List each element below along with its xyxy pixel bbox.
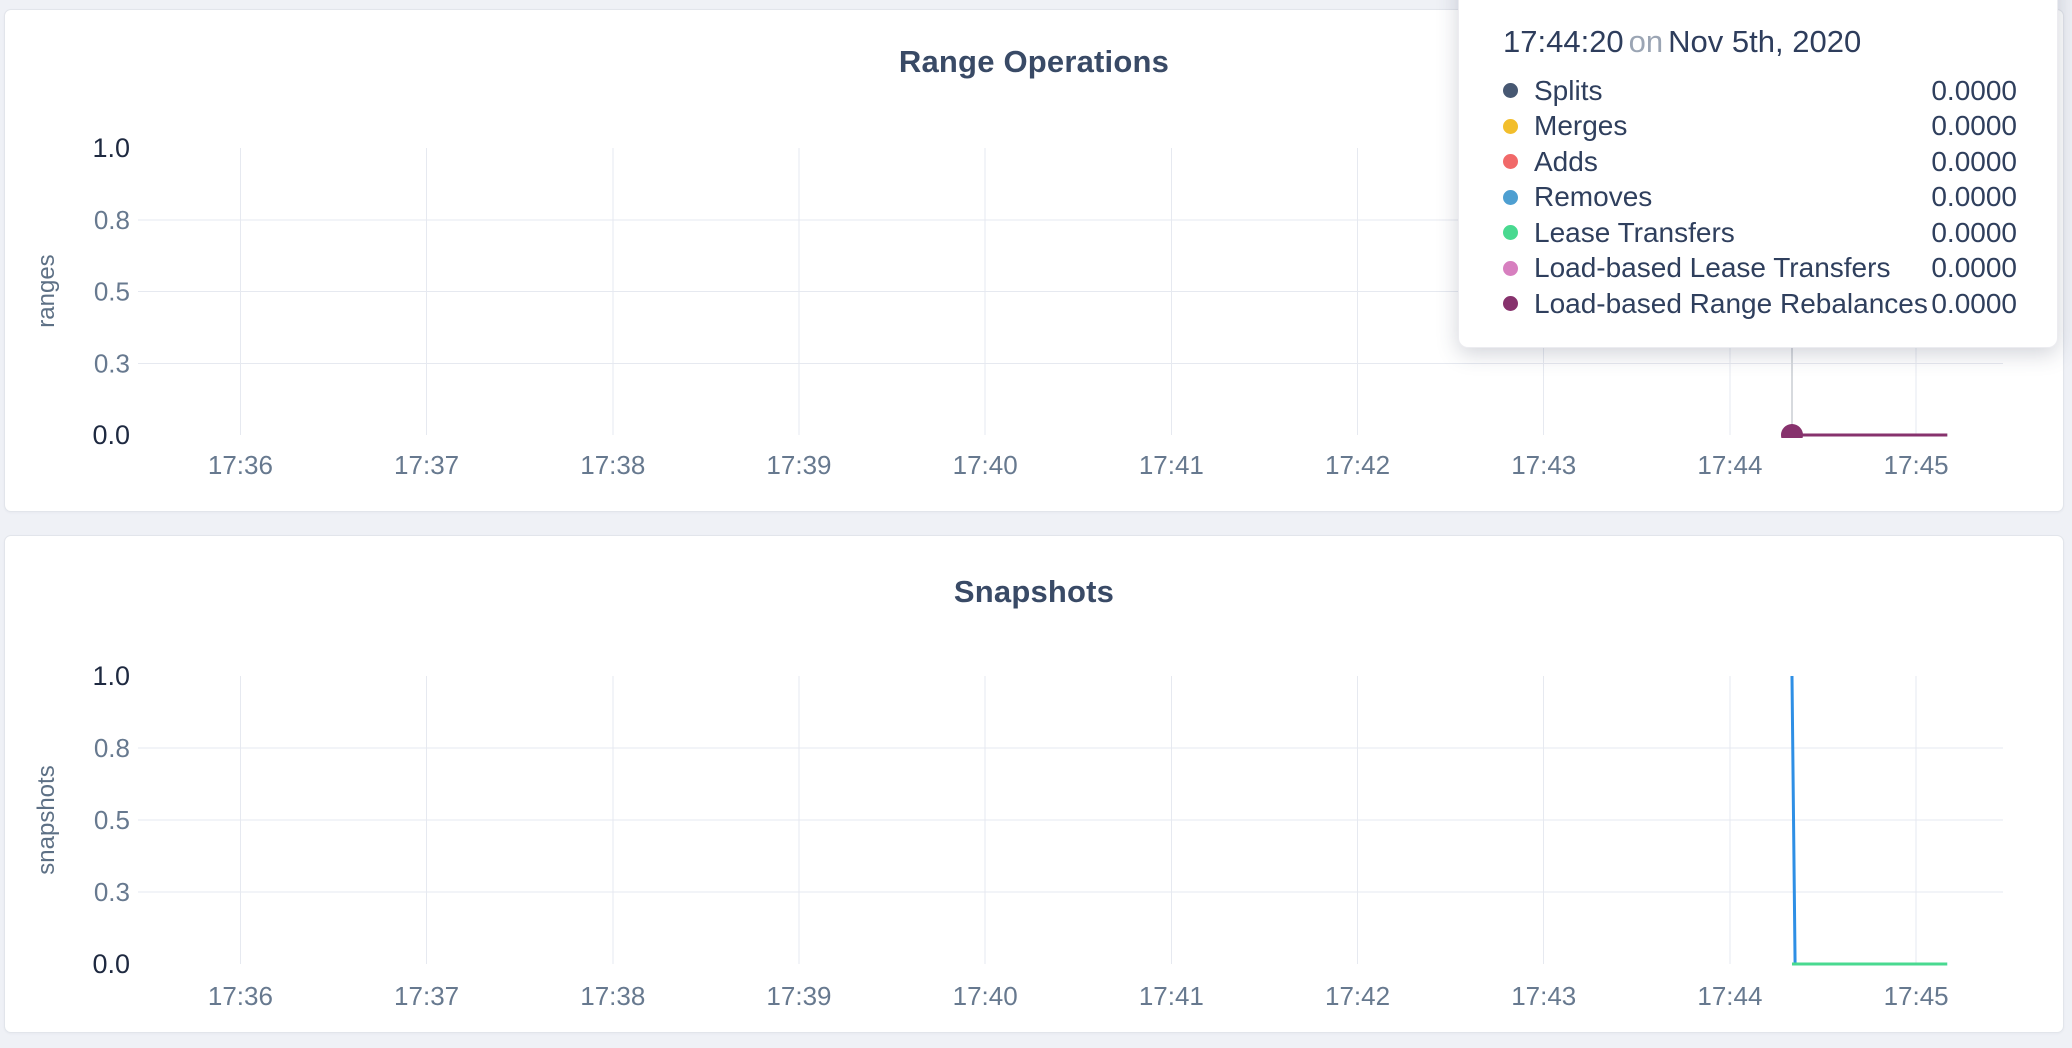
x-tick-label: 17:38 [580, 981, 645, 1011]
y-tick-label: 0.8 [94, 205, 130, 235]
series-value: 0.0000 [1931, 216, 2017, 248]
x-tick-label: 17:44 [1697, 450, 1762, 480]
tooltip-series-row: Adds 0.0000 [1503, 144, 2017, 180]
y-tick-label: 0.5 [94, 277, 130, 307]
tooltip-date: Nov 5th, 2020 [1668, 24, 1862, 59]
series-value: 0.0000 [1931, 252, 2017, 284]
x-tick-label: 17:44 [1697, 981, 1762, 1011]
tooltip-series-row: Splits 0.0000 [1503, 73, 2017, 109]
series-label: Splits [1534, 74, 1603, 106]
x-tick-label: 17:37 [394, 450, 459, 480]
hover-tooltip: 17:44:20 on Nov 5th, 2020 Splits 0.0000 Merg… [1458, 0, 2058, 348]
y-tick-label: 1.0 [92, 661, 130, 691]
chart-title-range-operations: Range Operations [898, 44, 1170, 79]
y-tick-label: 0.5 [94, 805, 130, 835]
series-value: 0.0000 [1931, 74, 2017, 106]
y-tick-label: 0.3 [94, 877, 130, 907]
x-tick-label: 17:37 [394, 981, 459, 1011]
series-color-dot-icon [1503, 118, 1518, 134]
series-value: 0.0000 [1931, 145, 2017, 177]
tooltip-series-row: Lease Transfers 0.0000 [1503, 215, 2017, 251]
series-color-dot-icon [1503, 296, 1518, 312]
series-color-dot-icon [1503, 154, 1518, 170]
tooltip-header: 17:44:20 on Nov 5th, 2020 [1503, 23, 2017, 61]
tooltip-series-row: Load-based Lease Transfers 0.0000 [1503, 251, 2017, 287]
tooltip-series-list: Splits 0.0000 Merges 0.0000 Adds 0.0000 Remove… [1503, 73, 2017, 322]
series-label: Adds [1534, 145, 1598, 177]
x-tick-label: 17:42 [1325, 450, 1390, 480]
y-tick-label: 0.8 [94, 733, 130, 763]
y-tick-label: 1.0 [92, 133, 130, 163]
tooltip-series-row: Merges 0.0000 [1503, 109, 2017, 145]
tooltip-conjunction: on [1628, 24, 1664, 59]
x-tick-label: 17:40 [953, 450, 1018, 480]
x-tick-label: 17:42 [1325, 981, 1390, 1011]
x-tick-label: 17:39 [766, 450, 831, 480]
series-color-dot-icon [1503, 260, 1518, 276]
y-tick-label: 0.3 [94, 348, 130, 378]
series-value: 0.0000 [1931, 181, 2017, 213]
series-value: 0.0000 [1931, 110, 2017, 142]
y-tick-label: 0.0 [92, 420, 130, 450]
chart-title-snapshots: Snapshots [953, 574, 1115, 609]
series-color-dot-icon [1503, 83, 1518, 99]
x-tick-label: 17:45 [1884, 450, 1949, 480]
series-label: Merges [1534, 110, 1628, 142]
snapshots-chart-card [4, 535, 2064, 1033]
y-tick-label: 0.0 [92, 949, 130, 979]
series-label: Load-based Range Rebalances [1534, 287, 1928, 319]
series-label: Lease Transfers [1534, 216, 1735, 248]
tooltip-series-row: Load-based Range Rebalances 0.0000 [1503, 286, 2017, 322]
x-tick-label: 17:43 [1511, 981, 1576, 1011]
x-tick-label: 17:36 [208, 450, 273, 480]
x-tick-label: 17:40 [953, 981, 1018, 1011]
series-value: 0.0000 [1931, 287, 2017, 319]
x-tick-label: 17:36 [208, 981, 273, 1011]
x-tick-label: 17:45 [1884, 981, 1949, 1011]
x-tick-label: 17:38 [580, 450, 645, 480]
x-tick-label: 17:41 [1139, 981, 1204, 1011]
x-tick-label: 17:39 [766, 981, 831, 1011]
series-color-dot-icon [1503, 189, 1518, 205]
x-tick-label: 17:43 [1511, 450, 1576, 480]
series-label: Load-based Lease Transfers [1534, 252, 1891, 284]
hover-point-dot [1780, 424, 1803, 438]
tooltip-time: 17:44:20 [1503, 24, 1624, 59]
tooltip-series-row: Removes 0.0000 [1503, 180, 2017, 216]
series-label: Removes [1534, 181, 1653, 213]
series-color-dot-icon [1503, 225, 1518, 241]
x-tick-label: 17:41 [1139, 450, 1204, 480]
